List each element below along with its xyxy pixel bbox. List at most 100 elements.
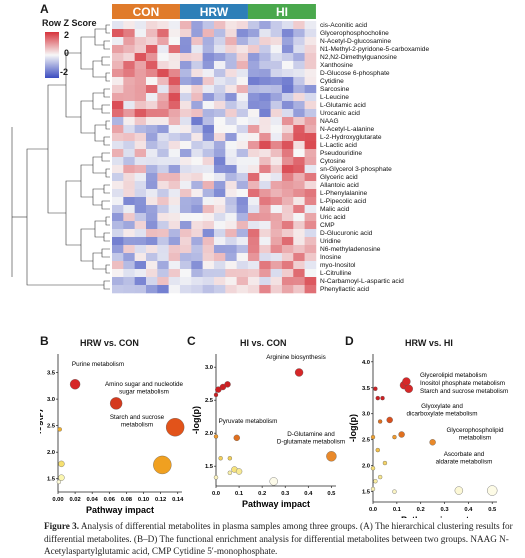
heatmap-cell: [236, 117, 249, 126]
heatmap-cell: [259, 261, 271, 270]
heatmap-figure: CON HRW HI cis-Aconitic acidGlycerophosphoc…: [11, 4, 429, 294]
x-tick-label: 0.10: [138, 497, 149, 503]
heatmap-cell: [270, 117, 283, 126]
heatmap-cell: [145, 173, 158, 182]
group-header-label: CON: [133, 5, 160, 19]
heatmap-cell: [168, 109, 181, 118]
heatmap-cell: [112, 141, 124, 150]
heatmap-cell: [123, 117, 135, 126]
heatmap-cell: [236, 149, 249, 158]
heatmap-cell: [202, 29, 215, 38]
heatmap-cell: [247, 261, 260, 270]
heatmap-cell: [123, 133, 135, 142]
heatmap-cell: [134, 197, 147, 206]
heatmap-cell: [281, 213, 294, 222]
heatmap-cell: [281, 21, 294, 30]
dendrogram-branch: [92, 188, 104, 206]
heatmap-cell: [123, 197, 135, 206]
dendrogram-branch: [103, 136, 110, 146]
heatmap-cell: [213, 117, 226, 126]
heatmap-cell: [259, 277, 271, 286]
heatmap-cell: [123, 213, 135, 222]
heatmap-cell: [259, 61, 271, 70]
heatmap-cell: [168, 101, 181, 110]
heatmap-cell: [281, 181, 294, 190]
pathway-bubble: [375, 395, 380, 401]
heatmap-cell: [134, 45, 147, 54]
heatmap-cell: [134, 221, 147, 230]
heatmap-row-label: Cytidine: [320, 78, 344, 85]
heatmap-cell: [213, 197, 226, 206]
x-tick-label: 0.14: [172, 497, 184, 503]
heatmap-cell: [304, 157, 317, 166]
heatmap-cell: [157, 53, 169, 62]
heatmap-cell: [259, 269, 271, 278]
pathway-bubble: [370, 486, 376, 492]
heatmap-cell: [123, 189, 135, 198]
heatmap-cell: [168, 149, 181, 158]
heatmap-cell: [225, 53, 237, 62]
x-tick-label: 0.12: [155, 497, 166, 503]
heatmap-cell: [225, 213, 237, 222]
heatmap-cell: [145, 125, 158, 134]
heatmap-cell: [281, 93, 294, 102]
heatmap-cell: [270, 285, 283, 294]
heatmap-cell: [281, 157, 294, 166]
heatmap-row-label: Uric acid: [320, 214, 346, 221]
heatmap-cell: [179, 125, 192, 134]
heatmap-cell: [112, 213, 124, 222]
panel-d-letter: D: [345, 334, 354, 348]
heatmap-cell: [179, 261, 192, 270]
pathway-bubble: [380, 395, 385, 401]
heatmap-cell: [202, 229, 215, 238]
heatmap-cell: [247, 165, 260, 174]
heatmap-cell: [270, 197, 283, 206]
heatmap-cell: [179, 285, 192, 294]
heatmap-row-label: N-Carbamoyl-L-aspartic acid: [320, 278, 404, 285]
heatmap-cell: [213, 69, 226, 78]
heatmap-cell: [191, 125, 203, 134]
heatmap-cell: [281, 61, 294, 70]
heatmap-row-label: L-Citrulline: [320, 270, 352, 277]
x-tick-label: 0.4: [464, 507, 473, 513]
heatmap-cell: [157, 221, 169, 230]
heatmap-cell: [123, 93, 135, 102]
heatmap-cell: [270, 157, 283, 166]
heatmap-row-label: Uridine: [320, 238, 341, 245]
heatmap-cell: [145, 197, 158, 206]
heatmap-cell: [123, 157, 135, 166]
pathway-bubble: [227, 456, 233, 461]
x-tick-label: 0.1: [235, 491, 244, 497]
dendrogram-branch: [105, 24, 110, 34]
heatmap-cell: [202, 245, 215, 254]
heatmap-cell: [236, 237, 249, 246]
heatmap-cell: [236, 133, 249, 142]
heatmap-cell: [112, 77, 124, 86]
heatmap-cell: [293, 261, 305, 270]
heatmap-cell: [134, 101, 147, 110]
heatmap-cell: [112, 269, 124, 278]
heatmap-cell: [112, 229, 124, 238]
heatmap-cell: [304, 21, 317, 30]
pathway-bubble: [373, 479, 378, 484]
y-axis-title: -log(p): [348, 414, 358, 442]
heatmap-cell: [145, 253, 158, 262]
heatmap-cell: [123, 45, 135, 54]
heatmap-cell: [247, 117, 260, 126]
heatmap-cell: [293, 101, 305, 110]
heatmap-cell: [293, 85, 305, 94]
heatmap-row-label: N2,N2-Dimethylguanosine: [320, 54, 397, 61]
heatmap-cell: [213, 61, 226, 70]
heatmap-cell: [202, 277, 215, 286]
heatmap-cell: [168, 93, 181, 102]
dendrogram-branch: [105, 216, 110, 226]
heatmap-cell: [225, 21, 237, 30]
heatmap-row-label: Phenyllactic acid: [320, 286, 369, 293]
dendrogram-branch: [65, 52, 81, 118]
heatmap-cell: [281, 77, 294, 86]
heatmap-cell: [202, 61, 215, 70]
heatmap-cell: [168, 205, 181, 214]
dendrogram-branch: [94, 220, 106, 238]
x-tick-label: 0.2: [417, 507, 425, 513]
heatmap-cell: [259, 109, 271, 118]
